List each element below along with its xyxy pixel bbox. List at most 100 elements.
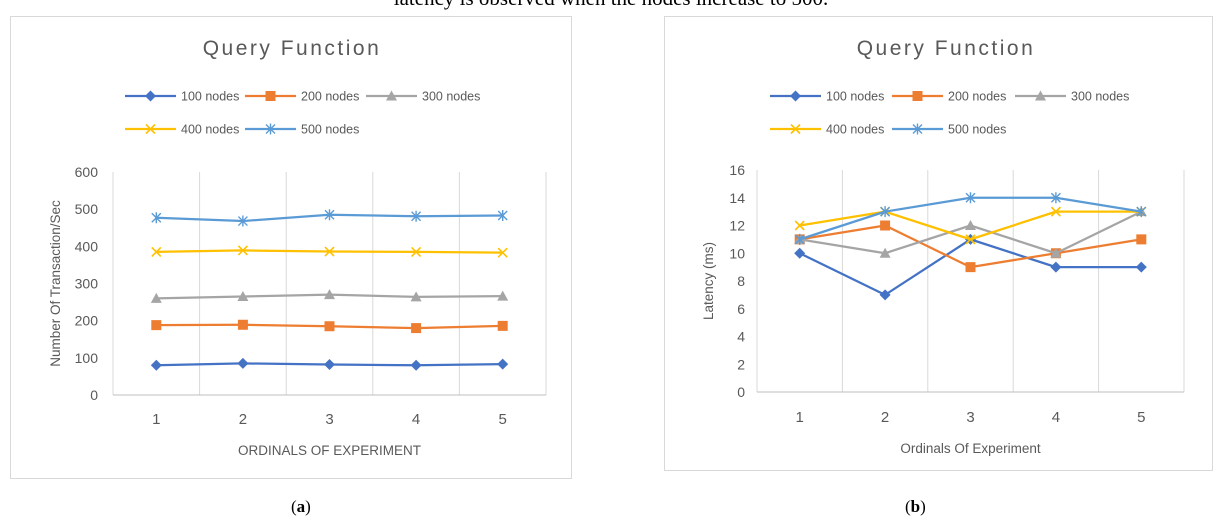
y-tick-label: 14 — [729, 190, 745, 206]
chart-a: Query Function 100 nodes 200 nodes 300 node… — [10, 16, 572, 479]
data-point — [794, 233, 805, 245]
x-tick-label: 4 — [412, 411, 420, 428]
data-point — [497, 209, 508, 221]
data-point — [965, 220, 976, 230]
caption-fragment: latency is observed when the nodes incre… — [0, 0, 1222, 11]
data-point — [151, 212, 162, 224]
x-tick-label: 1 — [796, 409, 804, 426]
data-point — [1136, 234, 1147, 245]
data-point — [1050, 206, 1061, 217]
legend-marker — [145, 123, 156, 135]
legend-marker — [386, 90, 397, 101]
data-point — [879, 247, 891, 258]
legend-marker — [790, 90, 801, 102]
data-point — [411, 210, 422, 222]
data-point — [879, 289, 891, 301]
chart-frame — [664, 16, 1213, 471]
data-point — [410, 359, 422, 371]
legend-label: 300 nodes — [422, 90, 480, 104]
legend-entry: 400 nodes — [125, 123, 239, 137]
data-point — [237, 319, 248, 330]
legend-entry: 400 nodes — [770, 123, 884, 137]
x-tick-label: 2 — [881, 409, 889, 426]
y-tick-label: 300 — [75, 276, 99, 292]
series-500-nodes — [151, 209, 508, 227]
legend-label: 400 nodes — [181, 123, 239, 137]
data-point — [497, 247, 508, 258]
x-tick-label: 3 — [325, 411, 333, 428]
y-tick-label: 100 — [75, 350, 99, 366]
data-point — [324, 321, 335, 332]
data-point — [497, 290, 509, 301]
legend-label: 400 nodes — [826, 123, 884, 137]
legend-marker — [912, 123, 923, 135]
y-tick-label: 200 — [75, 313, 99, 329]
panel-label-b: (b) — [905, 497, 926, 517]
chart-title: Query Function — [203, 37, 382, 60]
data-point — [151, 246, 162, 257]
series-300-nodes — [150, 289, 509, 303]
y-tick-label: 0 — [90, 387, 98, 403]
legend-marker — [912, 91, 923, 101]
y-tick-label: 10 — [729, 245, 745, 261]
y-axis-title: Latency (ms) — [701, 242, 716, 320]
legend-marker — [1035, 90, 1046, 101]
data-point — [1135, 261, 1147, 273]
panel-label-a: (a) — [291, 497, 311, 517]
data-point — [151, 320, 162, 331]
data-point — [237, 357, 249, 369]
legend-entry: 200 nodes — [892, 90, 1006, 104]
data-point — [1050, 192, 1061, 204]
legend-entry: 100 nodes — [770, 90, 884, 104]
data-point — [497, 320, 508, 331]
x-tick-label: 4 — [1052, 409, 1060, 426]
data-point — [965, 192, 976, 204]
panel-label-b-letter: b — [910, 497, 921, 516]
y-tick-label: 16 — [729, 162, 745, 178]
legend-label: 200 nodes — [948, 90, 1006, 104]
legend-label: 200 nodes — [301, 90, 359, 104]
x-tick-label: 5 — [499, 411, 507, 428]
data-point — [410, 291, 422, 302]
series-100-nodes — [150, 357, 509, 371]
chart-title: Query Function — [857, 37, 1036, 60]
data-point — [237, 245, 248, 256]
x-axis-title: ORDINALS OF EXPERIMENT — [238, 443, 421, 458]
legend-entry: 300 nodes — [366, 90, 480, 104]
legend-entry: 200 nodes — [245, 90, 359, 104]
panel-label-a-close: ) — [305, 497, 311, 516]
legend-label: 100 nodes — [826, 90, 884, 104]
y-axis-title: Number Of Transaction/Sec — [48, 200, 63, 367]
data-point — [880, 206, 891, 218]
y-tick-label: 600 — [75, 164, 99, 180]
data-point — [1136, 206, 1147, 218]
panel-label-b-open: ( — [905, 497, 911, 516]
legend-label: 500 nodes — [301, 123, 359, 137]
data-point — [324, 209, 335, 221]
legend-label: 500 nodes — [948, 123, 1006, 137]
y-tick-label: 6 — [737, 301, 745, 317]
legend-label: 100 nodes — [181, 90, 239, 104]
y-tick-label: 2 — [737, 356, 745, 372]
data-point — [411, 323, 422, 334]
legend-entry: 500 nodes — [245, 123, 359, 137]
data-point — [324, 289, 335, 300]
data-point — [880, 220, 891, 231]
data-point — [324, 359, 335, 371]
y-tick-label: 0 — [737, 384, 745, 400]
y-tick-label: 8 — [737, 273, 745, 289]
panel-label-b-close: ) — [920, 497, 926, 516]
x-tick-label: 1 — [152, 411, 160, 428]
data-point — [497, 358, 509, 370]
legend-marker — [265, 91, 276, 101]
y-tick-label: 12 — [729, 218, 745, 234]
x-tick-label: 5 — [1137, 409, 1145, 426]
data-point — [411, 246, 422, 257]
y-tick-label: 4 — [737, 329, 745, 345]
legend-entry: 500 nodes — [892, 123, 1006, 137]
legend-marker — [265, 123, 276, 135]
data-point — [324, 246, 335, 257]
legend-entry: 100 nodes — [125, 90, 239, 104]
legend-marker — [145, 90, 156, 102]
data-point — [150, 292, 162, 303]
